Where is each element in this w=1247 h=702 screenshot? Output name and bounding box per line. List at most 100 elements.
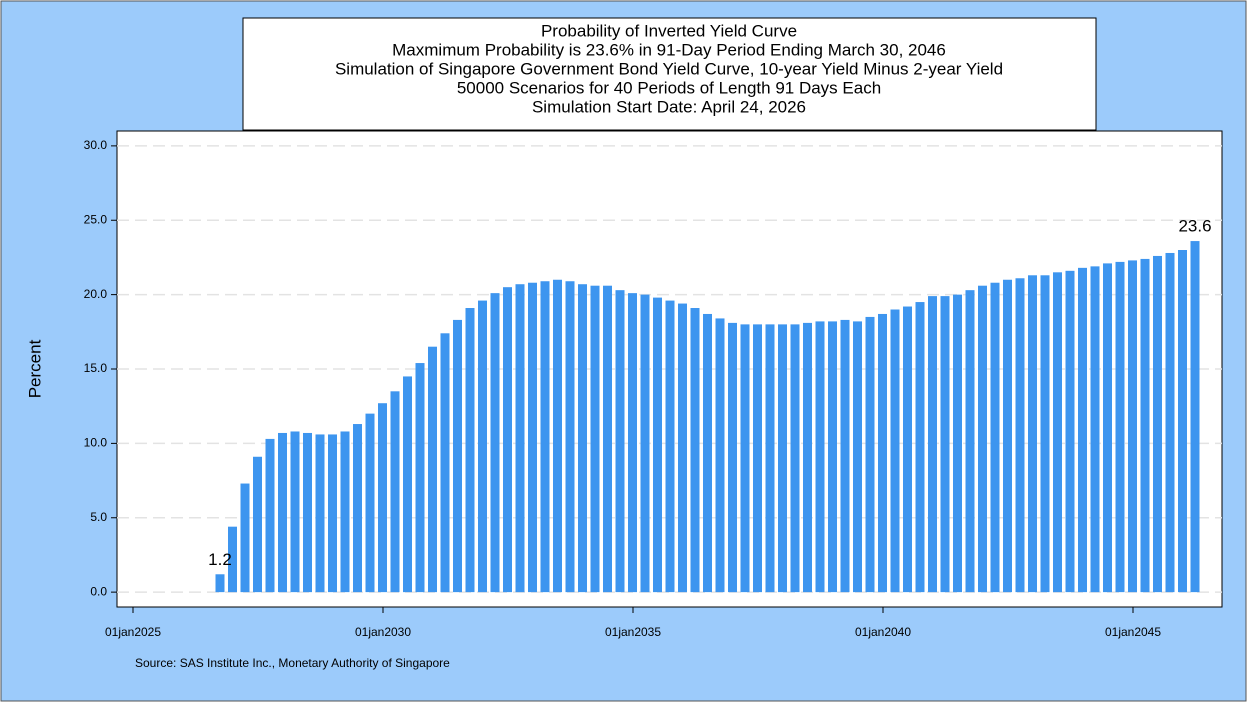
bar — [828, 321, 837, 593]
bar — [590, 285, 600, 593]
bar — [215, 574, 225, 593]
chart-subtitle: Maxmimum Probability is 23.6% in 91-Day … — [392, 40, 946, 59]
bar — [240, 483, 250, 593]
bar — [815, 321, 825, 593]
bar — [890, 309, 900, 593]
bar — [478, 300, 487, 593]
bar — [290, 431, 300, 593]
bar — [303, 432, 312, 593]
bar — [228, 526, 237, 593]
bar — [390, 391, 400, 593]
chart-subtitle: Simulation of Singapore Government Bond … — [335, 59, 1003, 78]
bar — [328, 434, 337, 593]
bar — [1015, 278, 1025, 593]
bar — [1128, 260, 1137, 593]
bar — [403, 376, 412, 593]
bar — [1190, 241, 1200, 593]
y-tick-label: 15.0 — [84, 361, 108, 375]
x-tick-label: 01jan2025 — [105, 625, 161, 639]
y-tick-label: 5.0 — [90, 510, 107, 524]
bar — [253, 456, 262, 593]
bar — [778, 324, 787, 593]
bar — [278, 432, 287, 593]
bar — [740, 324, 750, 593]
bar — [690, 308, 700, 593]
y-tick-label: 0.0 — [90, 584, 107, 598]
bar — [465, 308, 475, 593]
bar — [653, 297, 662, 593]
bar — [928, 296, 937, 593]
x-tick-label: 01jan2035 — [605, 625, 661, 639]
bar — [903, 306, 912, 593]
bar — [790, 324, 800, 593]
y-tick-label: 10.0 — [84, 436, 108, 450]
bar — [853, 321, 862, 593]
bar — [753, 324, 762, 593]
bar — [265, 438, 275, 593]
bar — [440, 333, 450, 593]
bar — [1090, 266, 1100, 593]
bar — [715, 318, 725, 593]
bar — [878, 313, 887, 593]
bar — [365, 413, 375, 593]
chart-title: Probability of Inverted Yield Curve — [541, 21, 797, 40]
y-axis-label: Percent — [25, 339, 44, 398]
bar — [1028, 275, 1037, 593]
bar — [415, 363, 425, 593]
bar — [965, 290, 975, 593]
bar — [1178, 250, 1187, 593]
bar — [665, 300, 675, 593]
bar — [915, 302, 925, 593]
bar — [340, 431, 350, 593]
bar — [940, 296, 950, 593]
x-tick-label: 01jan2030 — [355, 625, 411, 639]
bar — [615, 290, 625, 593]
bar — [1065, 270, 1075, 593]
bar — [678, 303, 687, 593]
bar — [553, 279, 562, 593]
x-tick-label: 01jan2040 — [855, 625, 911, 639]
bar — [515, 284, 525, 593]
bar — [703, 313, 712, 593]
bar — [1115, 261, 1125, 593]
bar — [628, 293, 637, 593]
bar — [353, 424, 362, 593]
bar — [990, 282, 1000, 593]
bar — [1140, 258, 1150, 593]
bar — [1078, 267, 1087, 593]
bar — [578, 284, 587, 593]
bar — [378, 403, 387, 593]
bar — [528, 282, 537, 593]
bar — [540, 281, 550, 593]
x-tick-label: 01jan2045 — [1105, 625, 1161, 639]
bar — [840, 319, 850, 593]
bar — [315, 434, 325, 593]
bar — [503, 287, 512, 593]
bar — [640, 294, 650, 593]
bar — [1003, 279, 1012, 593]
source-note: Source: SAS Institute Inc., Monetary Aut… — [135, 656, 450, 670]
bar — [428, 346, 437, 593]
bar — [490, 293, 500, 593]
bar — [1040, 275, 1050, 593]
bar — [803, 322, 812, 593]
bar — [1053, 272, 1062, 593]
y-tick-label: 20.0 — [84, 287, 108, 301]
chart-subtitle: 50000 Scenarios for 40 Periods of Length… — [457, 78, 881, 97]
bar — [865, 316, 875, 593]
data-label: 23.6 — [1178, 217, 1211, 236]
chart-subtitle: Simulation Start Date: April 24, 2026 — [532, 97, 806, 116]
bar — [1165, 252, 1175, 593]
bar — [1153, 255, 1162, 593]
bar — [728, 322, 737, 593]
bar — [1103, 263, 1112, 593]
bar — [565, 281, 575, 593]
y-tick-label: 30.0 — [84, 138, 108, 152]
bar — [603, 285, 612, 593]
bar — [978, 285, 987, 593]
data-label: 1.2 — [208, 550, 232, 569]
bar — [453, 319, 462, 593]
title-box — [242, 17, 1097, 131]
y-tick-label: 25.0 — [84, 212, 108, 226]
